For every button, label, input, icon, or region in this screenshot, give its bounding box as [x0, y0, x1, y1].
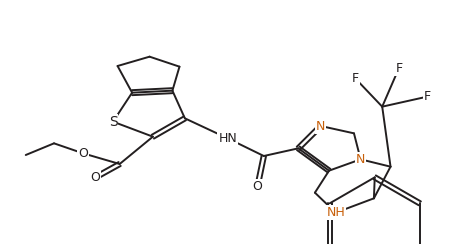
Text: O: O — [253, 180, 262, 193]
Text: F: F — [424, 90, 430, 103]
Text: O: O — [78, 147, 88, 160]
Text: F: F — [351, 72, 359, 85]
Text: O: O — [90, 171, 101, 184]
Text: NH: NH — [326, 206, 345, 219]
Text: N: N — [316, 120, 325, 132]
Text: S: S — [109, 115, 117, 129]
Text: HN: HN — [218, 132, 237, 145]
Text: F: F — [395, 62, 403, 75]
Text: N: N — [356, 153, 365, 166]
